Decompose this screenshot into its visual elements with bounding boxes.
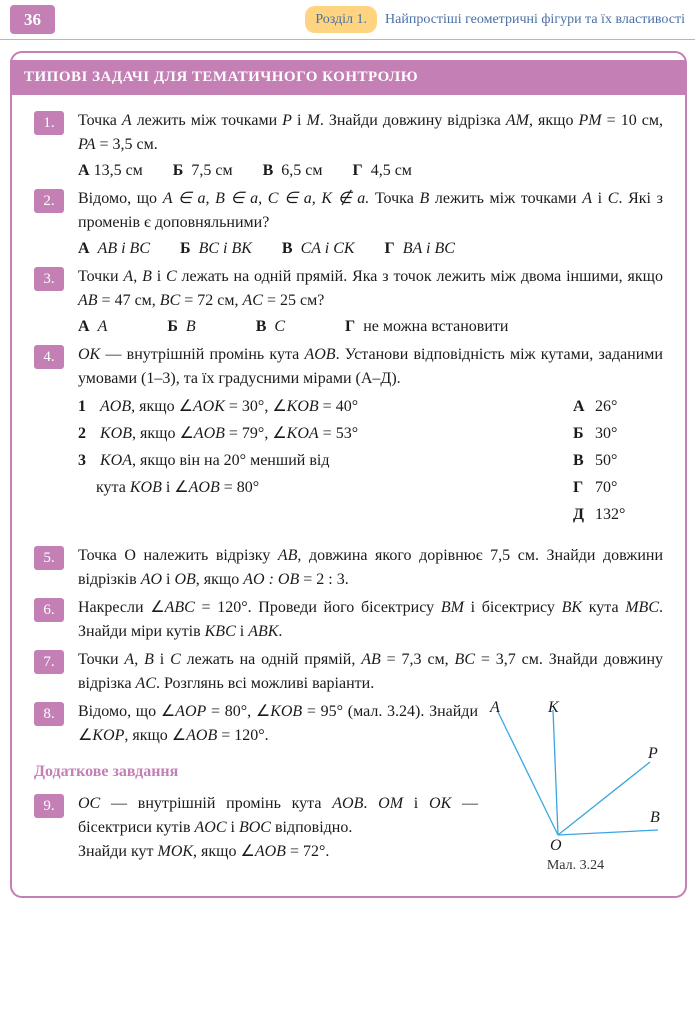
page-number: 36: [10, 5, 55, 35]
figure-block: 8. Відомо, що ∠AOP = 80°, ∠KOB = 95° (ма…: [34, 700, 663, 876]
problem-number: 3.: [34, 267, 64, 292]
svg-text:O: O: [550, 837, 562, 854]
chapter-tag: Розділ 1.: [305, 6, 377, 33]
problem-text: Точка O належить відрізку AB, довжина як…: [78, 544, 663, 592]
content-frame: 1. Точка A лежить між точками P і M. Зна…: [10, 109, 687, 898]
problem-9: 9. OC — внутрішній промінь кута AOB. OM …: [34, 792, 478, 864]
problem-5: 5. Точка O належить відрізку AB, довжина…: [34, 544, 663, 592]
svg-text:K: K: [547, 700, 560, 716]
problem-text: Накресли ∠ABC = 120°. Проведи його бісек…: [78, 596, 663, 644]
problem-3: 3. Точки A, B і C лежать на одній прямій…: [34, 265, 663, 339]
options: А13,5 см Б 7,5 см В 6,5 см Г 4,5 см: [78, 159, 663, 183]
problem-7: 7. Точки A, B і C лежать на одній прямій…: [34, 648, 663, 696]
svg-text:P: P: [647, 745, 658, 762]
svg-text:A: A: [489, 700, 500, 716]
problem-number: 1.: [34, 111, 64, 136]
problem-1: 1. Точка A лежить між точками P і M. Зна…: [34, 109, 663, 183]
problem-6: 6. Накресли ∠ABC = 120°. Проведи його бі…: [34, 596, 663, 644]
section-title: ТИПОВІ ЗАДАЧІ ДЛЯ ТЕМАТИЧНОГО КОНТРОЛЮ: [10, 60, 685, 95]
problem-8: 8. Відомо, що ∠AOP = 80°, ∠KOB = 95° (ма…: [34, 700, 478, 748]
problem-text: Точки A, B і C лежать на одній прямій, A…: [78, 648, 663, 696]
figure-caption: Мал. 3.24: [488, 855, 663, 876]
problem-4: 4. OK — внутрішній промінь кута AOB. Уст…: [34, 343, 663, 530]
problem-number: 8.: [34, 702, 64, 727]
chapter-title: Найпростіші геометричні фігури та їх вла…: [385, 9, 685, 30]
problem-text: Відомо, що A ∈ a, B ∈ a, C ∈ a, K ∉ a. Т…: [78, 187, 663, 261]
problem-number: 9.: [34, 794, 64, 819]
angle-diagram-icon: A K P B O: [488, 700, 663, 855]
problem-text: Точки A, B і C лежать на одній прямій. Я…: [78, 265, 663, 339]
problem-number: 4.: [34, 345, 64, 370]
match-left: 1 AOB, якщо ∠AOK = 30°, ∠KOB = 40° 2 KOB…: [78, 395, 553, 530]
problem-number: 2.: [34, 189, 64, 214]
problem-number: 7.: [34, 650, 64, 675]
problem-2: 2. Відомо, що A ∈ a, B ∈ a, C ∈ a, K ∉ a…: [34, 187, 663, 261]
problem-number: 5.: [34, 546, 64, 571]
problem-text: Відомо, що ∠AOP = 80°, ∠KOB = 95° (мал. …: [78, 700, 478, 748]
match-right: А 26° Б 30° В 50° Г 70° Д 132°: [553, 395, 663, 530]
svg-text:B: B: [650, 809, 660, 826]
figure-3-24: A K P B O Мал. 3.24: [488, 700, 663, 876]
match-table: 1 AOB, якщо ∠AOK = 30°, ∠KOB = 40° 2 KOB…: [78, 395, 663, 530]
problem-text: OK — внутрішній промінь кута AOB. Устано…: [78, 343, 663, 530]
options: А A Б B В C Г не можна встановити: [78, 315, 663, 339]
problem-text: Точка A лежить між точками P і M. Знайди…: [78, 109, 663, 183]
subtitle: Додаткове завдання: [34, 760, 478, 784]
problem-text: OC — внутрішній промінь кута AOB. OM і O…: [78, 792, 478, 864]
options: А AB і BC Б BC і BK В CA і CK Г BA і BC: [78, 237, 663, 261]
problem-number: 6.: [34, 598, 64, 623]
page-header: 36 Розділ 1. Найпростіші геометричні фіг…: [0, 0, 695, 40]
